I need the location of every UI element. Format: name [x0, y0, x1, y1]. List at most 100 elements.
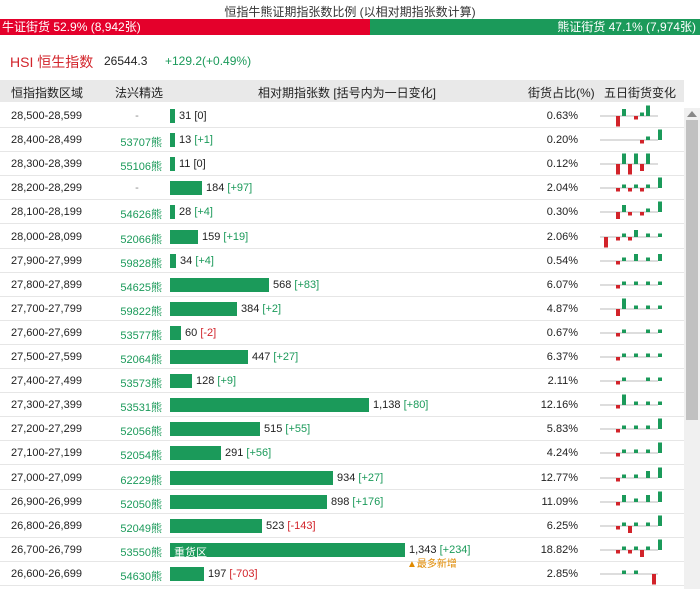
sparkline-bar: [616, 164, 620, 175]
sparkline-bar: [658, 201, 662, 213]
five-day-sparkline: [600, 570, 658, 585]
sparkline-bar: [622, 184, 626, 189]
contracts-change: [+19]: [223, 230, 249, 243]
sparkline-bar: [658, 539, 662, 550]
sparkline-bar: [646, 449, 650, 454]
contracts-change: [+27]: [358, 471, 384, 484]
product-code-link[interactable]: 52049熊: [120, 522, 162, 535]
share-percent: 6.07%: [546, 278, 578, 291]
contracts-bar: [170, 205, 175, 220]
contracts-count: 898: [331, 495, 350, 508]
product-code-link[interactable]: 52056熊: [120, 426, 162, 439]
sparkline-bar: [622, 233, 626, 237]
contracts-value: 515 [+55]: [264, 423, 310, 435]
no-product: -: [135, 182, 139, 195]
sparkline-bar: [616, 212, 620, 220]
sparkline-bar: [640, 549, 644, 557]
hsi-quote: HSI 恒生指数 26544.3 +129.2(+0.49%): [0, 52, 700, 70]
sparkline-bar: [658, 329, 662, 333]
contracts-change: [+4]: [195, 254, 214, 267]
sparkline-bar: [634, 449, 638, 454]
sparkline-bar: [604, 236, 608, 247]
contracts-bar: 重货区: [170, 542, 405, 559]
product-code-link[interactable]: 53577熊: [120, 329, 162, 342]
product-code-link[interactable]: 54625熊: [120, 281, 162, 294]
header-code: 法兴精选: [115, 86, 164, 100]
heavy-zone-label: 重货区: [174, 546, 207, 559]
product-code-link[interactable]: 52050熊: [120, 498, 162, 511]
sparkline-bar: [652, 573, 656, 585]
product-code-link[interactable]: 52054熊: [120, 450, 162, 463]
contracts-count: 31: [179, 110, 192, 122]
contracts-change: [+176]: [352, 495, 384, 508]
product-code-link[interactable]: 52066熊: [120, 233, 162, 246]
table-row: 27,600-27,699 53577熊 60 [-2] 0.67%: [0, 321, 684, 345]
sparkline-bar: [646, 208, 650, 213]
table-row: 27,900-27,999 59828熊 34 [+4] 0.54%: [0, 249, 684, 273]
product-code-link[interactable]: 59822熊: [120, 305, 162, 318]
sparkline-bar: [640, 140, 644, 144]
product-code-link[interactable]: 54630熊: [120, 570, 162, 583]
product-code-link[interactable]: 53531熊: [120, 402, 162, 415]
contracts-value: 159 [+19]: [202, 231, 248, 243]
header-trend: 五日街货变化: [604, 86, 677, 100]
product-code-link[interactable]: 54626熊: [120, 209, 162, 222]
bull-bear-ratio-bar: 牛证街货 52.9% (8,942张) 熊证街货 47.1% (7,974张): [0, 19, 700, 35]
index-range: 27,800-27,899: [11, 278, 82, 291]
contracts-bar: [170, 398, 369, 413]
hsi-index-link[interactable]: HSI 恒生指数: [10, 54, 94, 70]
table-header: 恒指指数区域 法兴精选 相对期指张数 [括号内为一日变化] 街货占比(%) 五日…: [0, 80, 684, 102]
vertical-scrollbar[interactable]: [684, 108, 700, 589]
sparkline-bar: [622, 546, 626, 550]
five-day-sparkline: [600, 153, 658, 175]
scroll-thumb[interactable]: [686, 120, 698, 420]
index-range: 27,400-27,499: [11, 375, 82, 388]
product-code-link[interactable]: 62229熊: [120, 474, 162, 487]
sparkline-bar: [658, 491, 662, 502]
contracts-value: 128 [+9]: [196, 375, 236, 387]
product-code-link[interactable]: 53707熊: [120, 137, 162, 150]
share-percent: 0.20%: [546, 134, 578, 147]
sparkline-bar: [640, 212, 644, 216]
product-code-link[interactable]: 53573熊: [120, 378, 162, 391]
product-code-link[interactable]: 59828熊: [120, 257, 162, 270]
index-range: 27,900-27,999: [11, 254, 82, 267]
contracts-change: [+83]: [294, 278, 320, 291]
sparkline-bar: [634, 253, 638, 261]
scroll-up-arrow-icon[interactable]: [687, 111, 697, 117]
share-percent: 4.24%: [546, 447, 578, 460]
index-range: 27,600-27,699: [11, 326, 82, 339]
table-row: 28,100-28,199 54626熊 28 [+4] 0.30%: [0, 200, 684, 225]
sparkline-bar: [616, 501, 620, 506]
sparkline-bar: [616, 453, 620, 457]
contracts-value: 184 [+97]: [206, 182, 252, 194]
contracts-change: [+80]: [403, 399, 429, 412]
product-code-link[interactable]: 53550熊: [120, 546, 162, 559]
contracts-count: 184: [206, 182, 225, 195]
table-row: 28,000-28,099 52066熊 159 [+19] 2.06%: [0, 225, 684, 249]
contracts-change: [+2]: [262, 302, 282, 315]
share-percent: 2.85%: [546, 567, 578, 580]
five-day-sparkline: [600, 229, 662, 247]
contracts-change: [+234]: [439, 543, 471, 556]
contracts-count: 159: [202, 230, 221, 243]
five-day-sparkline: [600, 105, 658, 127]
contracts-value: 197 [-703]: [208, 568, 258, 580]
contracts-value: 568 [+83]: [273, 279, 319, 291]
table-row: 27,500-27,599 52064熊 447 [+27] 6.37%: [0, 345, 684, 369]
product-code-link[interactable]: 52064熊: [120, 354, 162, 366]
contracts-count: 11: [179, 158, 191, 171]
sparkline-bar: [646, 281, 650, 285]
index-range: 27,200-27,299: [11, 423, 82, 436]
contracts-bar: [170, 422, 260, 437]
contracts-change: [+1]: [194, 134, 213, 147]
product-code-link[interactable]: 55106熊: [120, 161, 162, 174]
contracts-value: 898 [+176]: [331, 496, 383, 508]
five-day-sparkline: [600, 329, 662, 337]
sparkline-bar: [646, 353, 650, 357]
contracts-change: [+56]: [246, 447, 272, 460]
contracts-bar: [170, 181, 202, 196]
contracts-value: 447 [+27]: [252, 351, 298, 363]
sparkline-bar: [622, 474, 626, 478]
header-contracts: 相对期指张数 [括号内为一日变化]: [258, 86, 437, 100]
